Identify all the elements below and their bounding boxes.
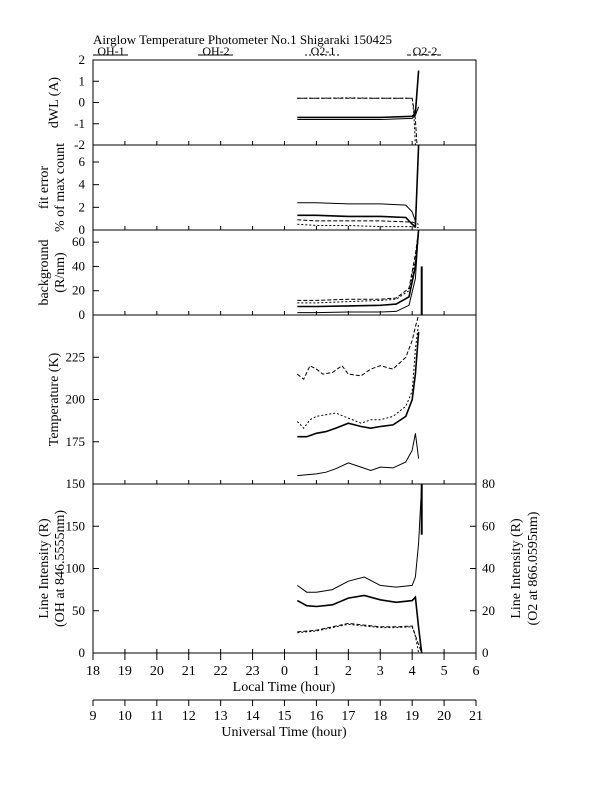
local-time-tick-label: 3	[377, 664, 384, 679]
series-o2-1-line	[297, 223, 419, 229]
universal-time-axis-label: Universal Time (hour)	[221, 725, 347, 740]
universal-time-tick-label: 15	[278, 709, 292, 724]
y-right-tick-label: 0	[482, 645, 489, 660]
y-tick-label: 1	[79, 73, 86, 88]
panel-background: 60 40 20 0 background (R/nm)	[37, 229, 477, 322]
series-oh-1-line	[297, 433, 420, 477]
series-oh-1-line	[297, 483, 423, 593]
universal-time-tick-label: 11	[150, 709, 163, 724]
y-right-axis-label: Line Intensity (R)	[509, 518, 524, 619]
series-oh-2-line	[297, 331, 420, 438]
y-right-tick-label: 80	[482, 476, 495, 491]
local-time-tick-label: 21	[182, 664, 196, 679]
y-tick-label: 225	[66, 349, 86, 364]
y-tick-label: 100	[66, 561, 86, 576]
series-oh-2-line	[297, 70, 420, 119]
panel-dwl: 2 1 0 -1 -2 dWL (A)	[47, 52, 477, 152]
y-tick-label: 0	[79, 95, 86, 110]
panel-frame	[92, 229, 477, 316]
y-axis-label: Temperature (K)	[47, 352, 62, 446]
local-time-tick-label: 4	[409, 664, 416, 679]
universal-time-tick-label: 19	[405, 709, 419, 724]
y-tick-label: 40	[72, 258, 85, 273]
universal-time-tick-label: 9	[90, 709, 97, 724]
local-time-tick-label: 20	[150, 664, 164, 679]
legend-label-o2-1: O2-1	[311, 44, 336, 58]
y-tick-label: 2	[79, 52, 86, 67]
y-tick-label: 150	[66, 476, 86, 491]
series-oh-1-line	[297, 202, 416, 222]
legend-label-o2-2: O2-2	[413, 44, 438, 58]
universal-time-tick-label: 17	[341, 709, 355, 724]
local-time-axis-label: Local Time (hour)	[233, 680, 336, 695]
series-oh-1-line	[297, 106, 420, 120]
y-tick-label: 4	[79, 177, 86, 192]
y-right-tick-label: 40	[482, 561, 495, 576]
chart-title: Airglow Temperature Photometer No.1 Shig…	[93, 32, 392, 47]
local-time-tick-label: 18	[86, 664, 100, 679]
series-o2-2-line	[297, 97, 418, 146]
universal-time-tick-label: 20	[437, 709, 451, 724]
series-o2-2-line	[297, 219, 419, 225]
y-axis-label: fit error	[37, 166, 52, 209]
y-right-tick-label: 60	[482, 518, 495, 533]
y-tick-label: 2	[79, 199, 86, 214]
series-o2-1-line	[297, 97, 416, 146]
series-oh-2-line	[297, 229, 420, 308]
series-oh-2-line	[297, 144, 420, 229]
y-right-axis-label-2: (O2 at 866.0595nm)	[526, 511, 541, 625]
y-tick-label: 150	[66, 518, 86, 533]
local-time-tick-label: 5	[441, 664, 448, 679]
local-time-tick-label: 1	[313, 664, 320, 679]
universal-time-tick-label: 14	[246, 709, 260, 724]
series-o2-2-line	[297, 229, 420, 301]
y-tick-label: 6	[79, 154, 86, 169]
y-axis-label-2: % of max count	[53, 143, 68, 232]
y-right-tick-label: 20	[482, 603, 495, 618]
series-oh-1-line	[297, 229, 420, 314]
legend-label-oh-1: OH-1	[97, 44, 124, 58]
y-tick-label: 0	[79, 222, 86, 237]
y-axis-label: background	[37, 239, 52, 305]
y-axis-label-2: (OH at 846.5555nm)	[53, 510, 68, 627]
local-time-tick-label: 6	[473, 664, 480, 679]
local-time-tick-label: 0	[281, 664, 288, 679]
y-tick-label: 200	[66, 392, 86, 407]
local-time-tick-label: 19	[118, 664, 132, 679]
y-tick-label: -2	[74, 137, 85, 152]
y-tick-label: 60	[72, 234, 85, 249]
universal-time-tick-label: 18	[373, 709, 387, 724]
series-o2-1-line	[297, 229, 420, 304]
y-axis-label-2: (R/nm)	[53, 252, 68, 293]
local-time-tick-label: 23	[246, 664, 260, 679]
y-tick-label: 50	[72, 603, 85, 618]
series-o2-1-line	[296, 323, 420, 429]
universal-time-tick-label: 12	[182, 709, 196, 724]
y-tick-label: 0	[79, 307, 86, 322]
series-o2-2-line	[296, 314, 420, 380]
local-time-tick-label: 22	[214, 664, 228, 679]
y-axis-label: dWL (A)	[47, 77, 62, 129]
series-oh-2-line	[296, 594, 423, 654]
series-o2-1-line	[297, 623, 420, 654]
legend: OH-1 OH-2 O2-1 O2-2	[93, 44, 442, 58]
panel-temperature: 225 200 175 150 Temperature (K)	[47, 314, 477, 491]
local-time-tick-label: 2	[345, 664, 352, 679]
y-axis-label: Line Intensity (R)	[37, 518, 52, 619]
legend-label-oh-2: OH-2	[202, 44, 229, 58]
universal-time-tick-label: 10	[118, 709, 132, 724]
y-tick-label: 20	[72, 283, 85, 298]
y-tick-label: 175	[66, 434, 86, 449]
y-tick-label: -1	[74, 116, 85, 131]
panel-fit_error: 6 4 2 0 fit error% of max count	[37, 143, 477, 237]
series-o2-2-line	[297, 622, 423, 654]
universal-time-tick-label: 21	[469, 709, 483, 724]
universal-time-tick-label: 13	[214, 709, 228, 724]
y-tick-label: 0	[79, 645, 86, 660]
universal-time-tick-label: 16	[309, 709, 323, 724]
